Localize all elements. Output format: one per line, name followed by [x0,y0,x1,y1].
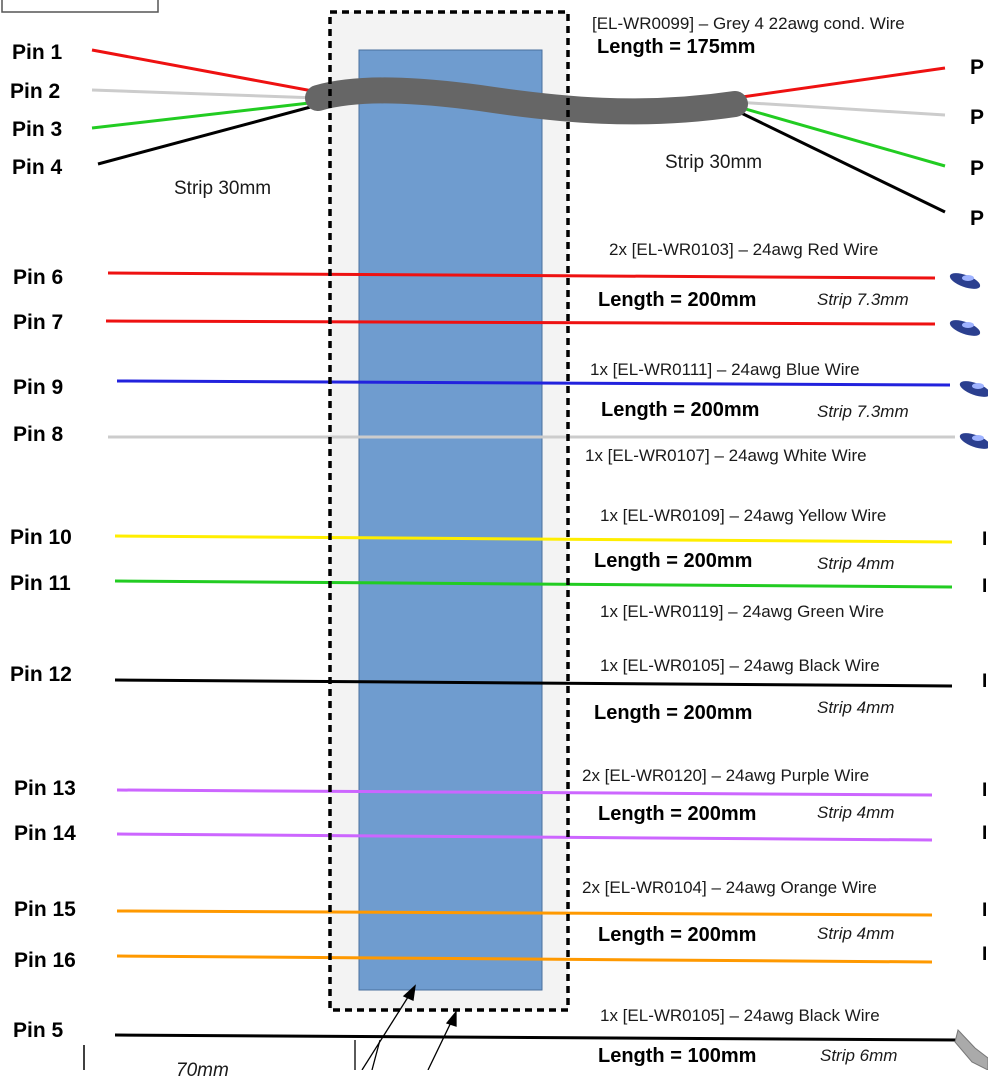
wire-length-label: Length = 200mm [601,399,760,421]
wire-strip-label: Strip 4mm [817,803,895,822]
ferrule-icon-pin6 [949,273,981,289]
pin-label-12: Pin 12 [10,663,72,686]
ferrule-icon-pin7 [949,320,981,336]
conductor-green-right [734,104,946,168]
wire-pin16 [116,954,933,964]
wire-part-label: 1x [EL-WR0107] – 24awg White Wire [585,446,867,465]
pin-label-right-3: P [970,157,985,180]
ferrule-icon-pin8 [959,433,988,449]
pin-label-8: Pin 8 [13,423,64,446]
wire-part-label: 1x [EL-WR0119] – 24awg Green Wire [600,602,885,621]
cable-conductors-right [734,66,946,214]
wire-part-label: 2x [EL-WR0103] – 24awg Red Wire [609,240,879,259]
clipped-label-right: I [982,529,988,550]
wire-strip-label: Strip 4mm [817,698,895,717]
pin-label-6: Pin 6 [13,266,64,289]
clipped-label-right: I [982,900,988,921]
pin-label-2: Pin 2 [10,80,61,103]
pin-label-5: Pin 5 [13,1019,64,1042]
wire-length-label: Length = 200mm [598,289,757,311]
pin-label-9: Pin 9 [13,376,64,399]
wire-pin12 [114,678,953,688]
pin-label-14: Pin 14 [14,822,76,845]
wire-pin15 [116,909,933,917]
pin-label-10: Pin 10 [10,526,72,549]
wire-part-label: 2x [EL-WR0120] – 24awg Purple Wire [582,766,870,785]
clipped-label-right: I [982,576,988,597]
dashed-boundary [328,10,570,1012]
heat-shrink-sleeve [358,49,543,991]
cable-jacket [305,77,748,125]
conductor-red-left [91,48,319,94]
conductor-white-right [734,100,946,117]
conductor-red-right [734,66,946,100]
clipped-label-right: I [982,823,988,844]
cable-strip-left: Strip 30mm [174,178,272,199]
wire-pin9 [116,379,951,387]
wire-strip-label: Strip 4mm [817,554,895,573]
conductor-black-right [734,108,946,214]
wire-strip-label: Strip 7.3mm [817,402,909,421]
pin-label-7: Pin 7 [13,311,64,334]
pin-label-15: Pin 15 [14,898,76,921]
pin-label-right-2: P [970,106,985,129]
wire-pin6 [107,271,936,280]
cable-strip-right: Strip 30mm [665,152,763,173]
ferrule-highlight [972,383,984,389]
clipped-label-right: I [982,944,988,965]
conductor-white-left [91,88,319,100]
wire-pin14 [116,832,933,842]
wire-strip-label: Strip 6mm [820,1046,898,1065]
ferrule-terminals [949,273,988,449]
pin-label-3: Pin 3 [12,118,63,141]
ferrule-highlight [972,435,984,441]
ferrule-highlight [962,322,974,328]
dimension-label: 70mm [176,1060,229,1081]
clipped-label-right: I [982,780,988,801]
cable-conductors-left [91,48,319,166]
ferrule-icon-pin9 [959,381,988,397]
pin-label-right-4: P [970,207,985,230]
wire-pin11 [114,579,953,589]
wire-length-label: Length = 200mm [598,924,757,946]
pin-label-11: Pin 11 [10,572,71,595]
conductor-green-left [91,100,319,130]
pin-label-1: Pin 1 [12,41,63,64]
pin-label-13: Pin 13 [14,777,76,800]
cable-length-label: Length = 175mm [597,36,756,58]
wire-length-label: Length = 200mm [598,803,757,825]
corner-frame [1,0,159,13]
wire-length-label: Length = 200mm [594,702,753,724]
wire-length-label: Length = 200mm [594,550,753,572]
leader-arrows [354,984,457,1070]
wire-pin10 [114,534,953,544]
wire-part-label: 1x [EL-WR0109] – 24awg Yellow Wire [600,506,887,525]
clipped-label-right: I [982,671,988,692]
ferrule-highlight [962,275,974,281]
wire-pin13 [116,788,933,797]
pin-label-16: Pin 16 [14,949,76,972]
wire-pin7 [105,319,936,326]
cable-part-label: [EL-WR0099] – Grey 4 22awg cond. Wire [592,14,905,33]
pin-label-right-1: P [970,56,985,79]
conductor-black-left [97,103,319,166]
wire-part-label: 1x [EL-WR0105] – 24awg Black Wire [600,1006,880,1025]
wire-pin5 [114,1033,961,1042]
wire-strip-label: Strip 7.3mm [817,290,909,309]
wire-strip-label: Strip 4mm [817,924,895,943]
wire-part-label: 1x [EL-WR0111] – 24awg Blue Wire [590,360,860,379]
single-wires [105,271,961,1042]
wire-length-label: Length = 100mm [598,1045,757,1067]
ring-lug-icon [954,1028,988,1070]
wire-part-label: 1x [EL-WR0105] – 24awg Black Wire [600,656,880,675]
wire-part-label: 2x [EL-WR0104] – 24awg Orange Wire [582,878,877,897]
pin-label-4: Pin 4 [12,156,63,179]
